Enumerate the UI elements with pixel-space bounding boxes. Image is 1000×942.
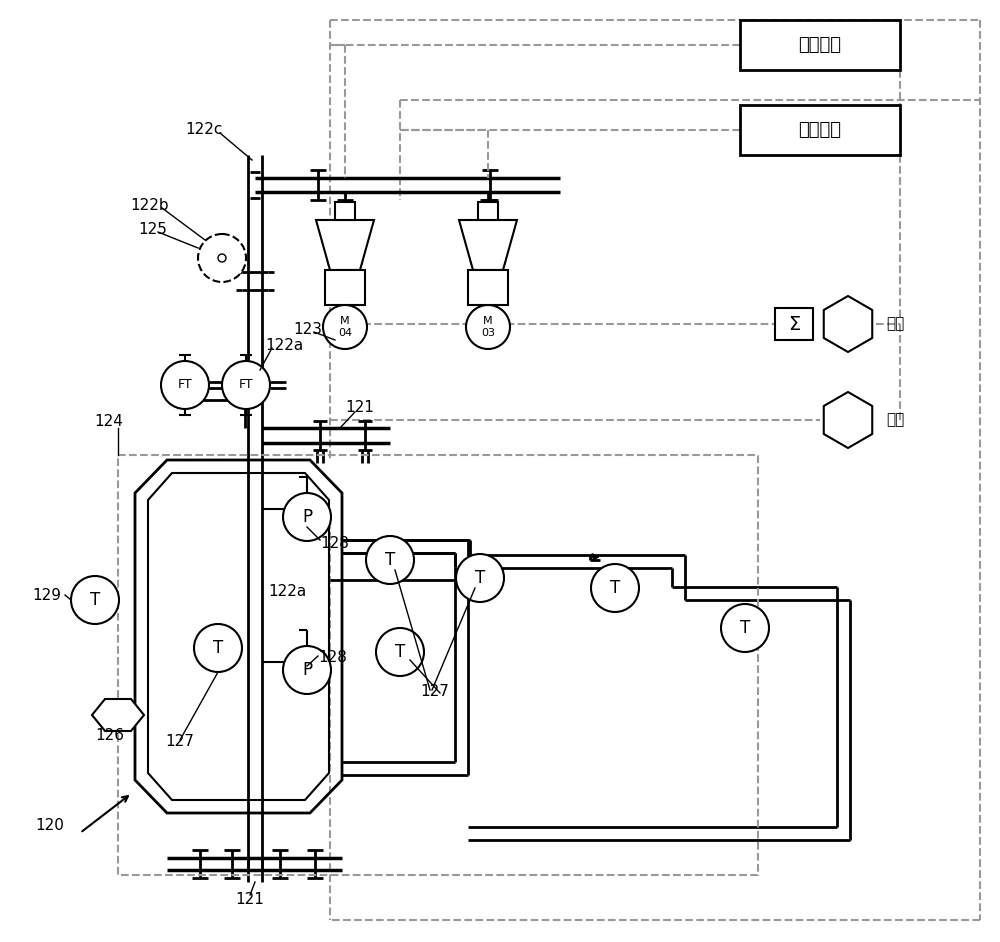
Text: 124: 124: [94, 414, 123, 430]
Text: M
04: M 04: [338, 317, 352, 338]
Circle shape: [466, 305, 510, 349]
Text: M
03: M 03: [481, 317, 495, 338]
Polygon shape: [459, 220, 517, 270]
Bar: [740, 105, 900, 155]
Bar: [468, 270, 508, 305]
Circle shape: [591, 564, 639, 612]
Text: Σ: Σ: [788, 315, 800, 333]
Bar: [335, 202, 355, 220]
Text: 127: 127: [165, 735, 194, 750]
Text: P: P: [302, 508, 312, 526]
Text: 串级: 串级: [886, 413, 904, 428]
Circle shape: [323, 305, 367, 349]
Bar: [775, 308, 813, 340]
Bar: [325, 270, 365, 305]
Bar: [478, 202, 498, 220]
Text: P: P: [302, 661, 312, 679]
Polygon shape: [824, 296, 872, 352]
Text: 129: 129: [32, 588, 61, 603]
Text: 122b: 122b: [130, 198, 169, 213]
Bar: [118, 455, 758, 875]
Text: 128: 128: [318, 651, 347, 665]
Text: 求和: 求和: [886, 317, 904, 332]
Text: 122a: 122a: [265, 337, 303, 352]
Circle shape: [283, 646, 331, 694]
Polygon shape: [824, 392, 872, 448]
Text: 120: 120: [35, 818, 64, 833]
Text: 122c: 122c: [185, 122, 222, 138]
Text: 125: 125: [138, 222, 167, 237]
Circle shape: [194, 624, 242, 672]
Text: 127: 127: [420, 685, 449, 700]
Text: T: T: [610, 579, 620, 597]
Text: T: T: [475, 569, 485, 587]
Text: 126: 126: [95, 727, 124, 742]
Text: 现场总线: 现场总线: [798, 36, 842, 54]
Text: 121: 121: [345, 400, 374, 415]
Text: 128: 128: [320, 535, 349, 550]
Polygon shape: [92, 699, 144, 731]
Circle shape: [198, 234, 246, 282]
Circle shape: [283, 493, 331, 541]
Text: T: T: [740, 619, 750, 637]
Polygon shape: [316, 220, 374, 270]
Circle shape: [721, 604, 769, 652]
Text: 现场总线: 现场总线: [798, 121, 842, 139]
Text: 121: 121: [236, 892, 264, 907]
Bar: [740, 20, 900, 70]
Text: 122a: 122a: [268, 584, 306, 599]
Text: 123: 123: [293, 322, 322, 337]
Circle shape: [222, 361, 270, 409]
Circle shape: [376, 628, 424, 676]
Text: T: T: [90, 591, 100, 609]
Circle shape: [218, 254, 226, 262]
Circle shape: [366, 536, 414, 584]
Circle shape: [456, 554, 504, 602]
Circle shape: [161, 361, 209, 409]
Text: T: T: [395, 643, 405, 661]
Text: T: T: [385, 551, 395, 569]
Text: FT: FT: [178, 379, 192, 392]
Text: T: T: [213, 639, 223, 657]
Circle shape: [71, 576, 119, 624]
Text: FT: FT: [239, 379, 253, 392]
